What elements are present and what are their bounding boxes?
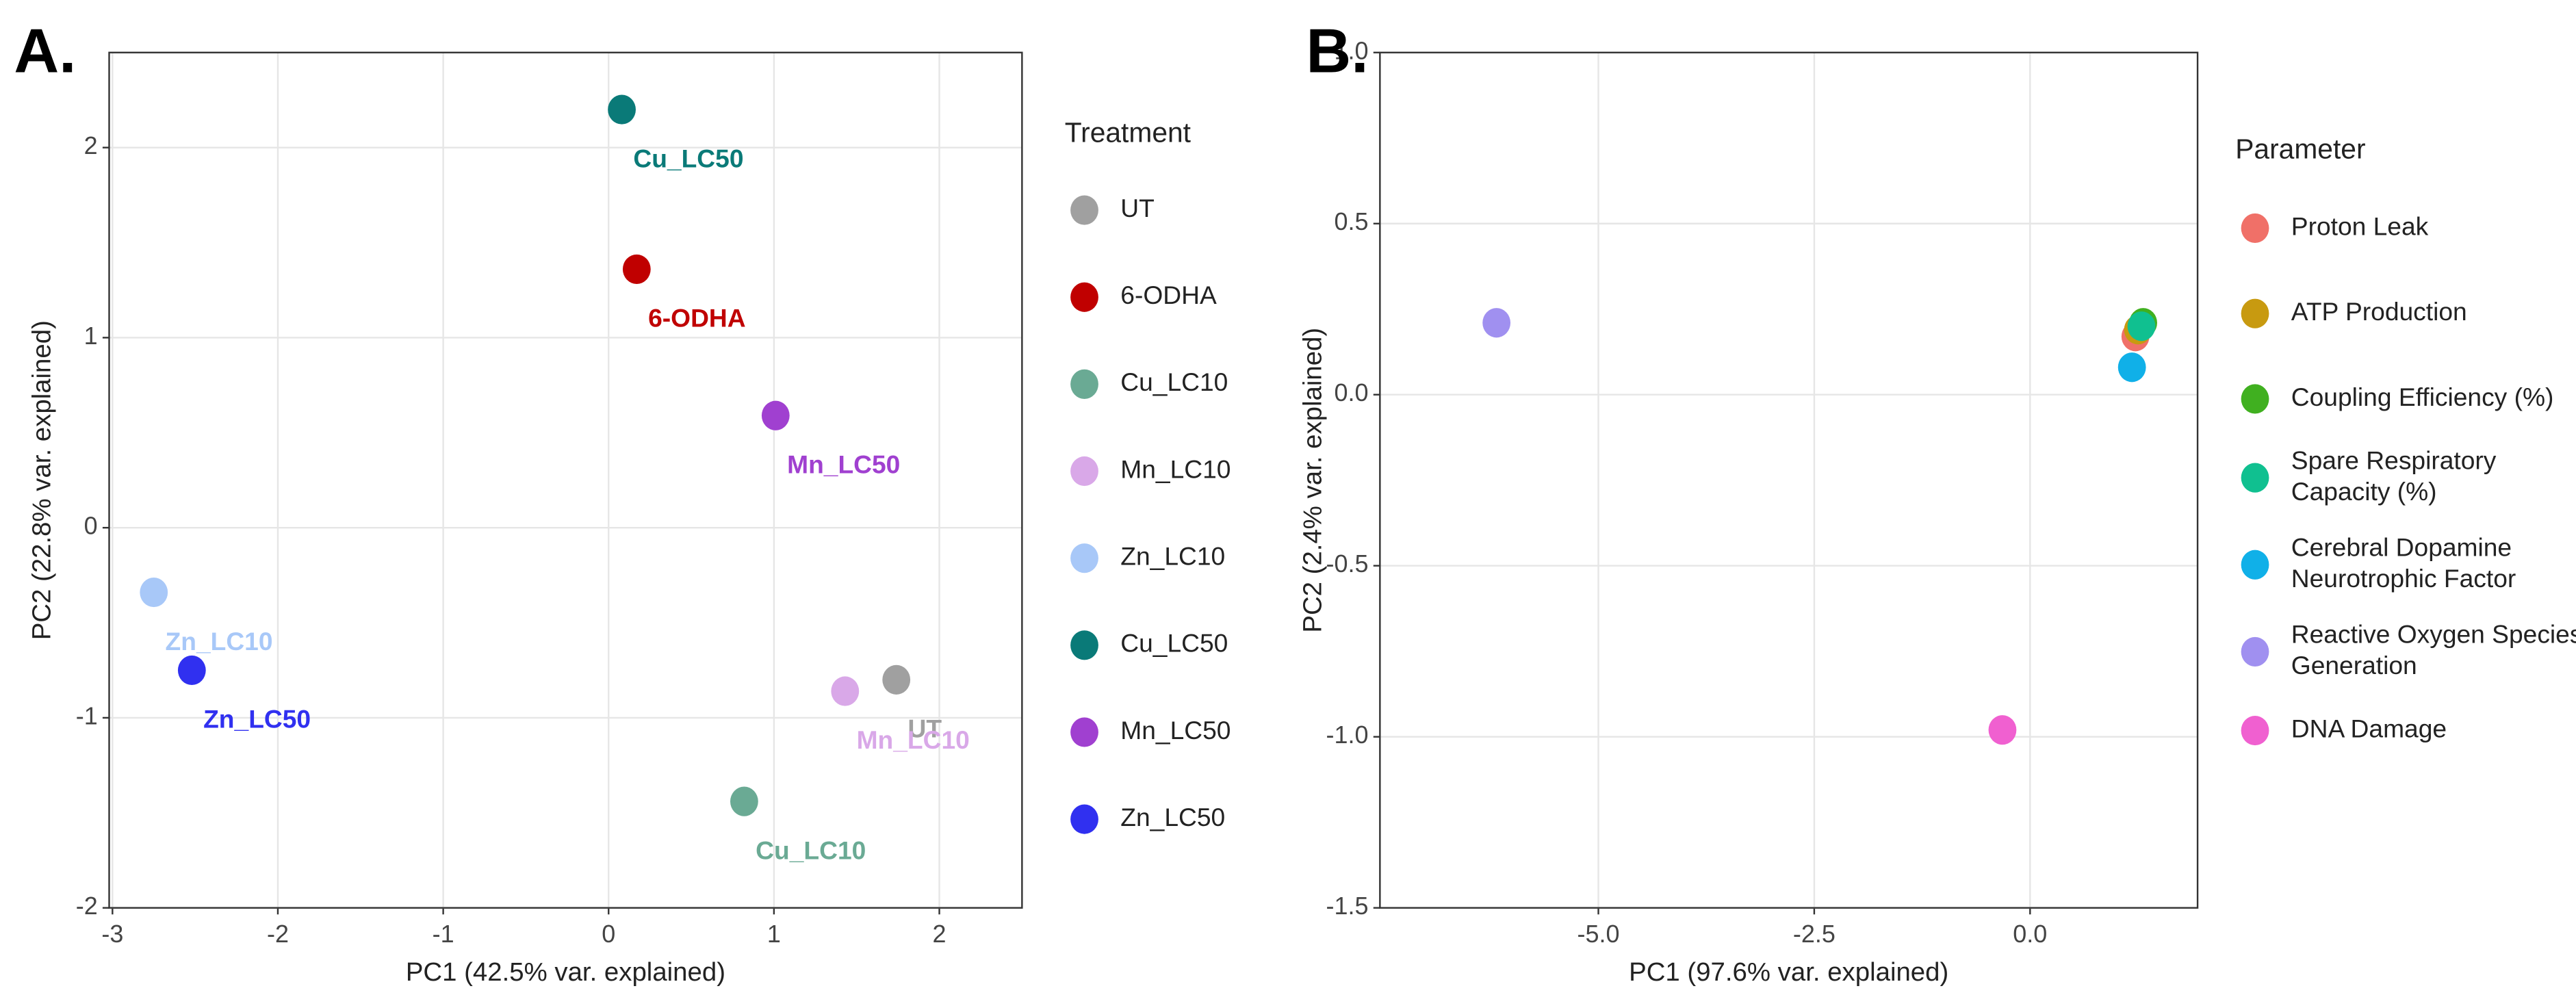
y-axis-title: PC2 (2.4% var. explained) [1298,328,1328,633]
data-point [730,786,758,816]
legend-label: Spare Respiratory Capacity (%) [2291,445,2503,506]
point-label: Mn_LC50 [787,450,900,478]
legend-marker [1070,369,1098,399]
data-point [761,400,790,430]
legend-label: Mn_LC10 [1120,454,1231,483]
data-point [2127,311,2156,341]
y-tick-label: 1 [84,322,98,350]
legend-label: UT [1120,194,1155,222]
x-tick-label: 1 [767,920,781,948]
legend-marker [2241,715,2269,746]
legend-label: ATP Production [2291,297,2467,326]
legend-label: DNA Damage [2291,714,2447,742]
y-tick-label: -0.5 [1326,550,1369,578]
legend-title: Parameter [2235,133,2365,164]
plot-border [108,51,1023,909]
legend-marker [1070,195,1098,225]
panel-label: B. [1306,16,1368,86]
x-tick-label: -2 [267,920,289,948]
legend-label: Mn_LC50 [1120,716,1231,745]
legend-marker [1070,804,1098,834]
point-label: Zn_LC10 [166,627,273,656]
legend-title: Treatment [1065,116,1192,148]
legend-label: 6-ODHA [1120,281,1217,309]
x-tick-label: 0.0 [2013,920,2047,948]
legend-label: Zn_LC50 [1120,803,1225,831]
x-tick-label: 0 [602,920,615,948]
y-tick-label: -1 [76,701,98,729]
panel-label: A. [14,16,76,86]
legend-label: Cu_LC10 [1120,367,1228,396]
legend-marker [2241,463,2269,493]
legend-marker [2241,298,2269,328]
y-tick-label: 1.0 [1335,36,1369,64]
plot-background [109,52,1022,908]
data-point [831,676,860,706]
data-point [1482,308,1511,338]
x-tick-label: -2.5 [1793,920,1836,948]
y-tick-label: 0.5 [1335,207,1369,235]
x-tick-label: -3 [101,920,123,948]
x-tick-label: 2 [933,920,946,948]
x-tick-label: -5.0 [1577,920,1620,948]
legend-label: Cu_LC50 [1120,629,1228,658]
data-point [622,254,651,284]
y-axis-title: PC2 (22.8% var. explained) [27,320,57,640]
y-tick-label: -1.0 [1326,721,1369,749]
y-tick-label: -2 [76,892,98,920]
legend-marker [2241,384,2269,414]
y-tick-label: 0 [84,512,98,540]
data-point [140,577,168,608]
data-point [882,664,911,695]
legend-marker [2241,213,2269,244]
legend-label: Cerebral Dopamine Neurotrophic Factor [2291,532,2519,593]
y-tick-label: 2 [84,131,98,159]
point-label: Mn_LC10 [857,725,970,754]
legend-label: Zn_LC10 [1120,541,1225,570]
data-point [608,94,636,125]
data-point [1988,715,2017,745]
legend-marker [2241,636,2269,667]
x-axis-title: PC1 (97.6% var. explained) [1629,957,1948,987]
legend-label: Coupling Efficiency (%) [2291,383,2554,411]
point-label: 6-ODHA [648,304,745,333]
point-label: Cu_LC50 [633,144,743,172]
legend-marker [1070,543,1098,573]
legend-marker [1070,717,1098,747]
plot-border [1379,51,2199,909]
point-label: Cu_LC10 [756,836,866,864]
legend-marker [1070,630,1098,660]
data-point [2117,352,2146,383]
x-axis-title: PC1 (42.5% var. explained) [406,957,725,987]
y-tick-label: -1.5 [1326,892,1369,920]
data-point [177,655,206,686]
plot-background [1380,52,2198,908]
legend-label: Proton Leak [2291,211,2429,240]
x-tick-label: -1 [433,920,454,948]
legend-marker [1070,456,1098,487]
point-label: Zn_LC50 [203,705,311,734]
legend-label: Reactive Oxygen Species Generation [2291,619,2576,680]
point-label: UT [908,714,942,743]
legend-marker [2241,550,2269,580]
y-tick-label: 0.0 [1335,378,1369,406]
legend-marker [1070,282,1098,312]
